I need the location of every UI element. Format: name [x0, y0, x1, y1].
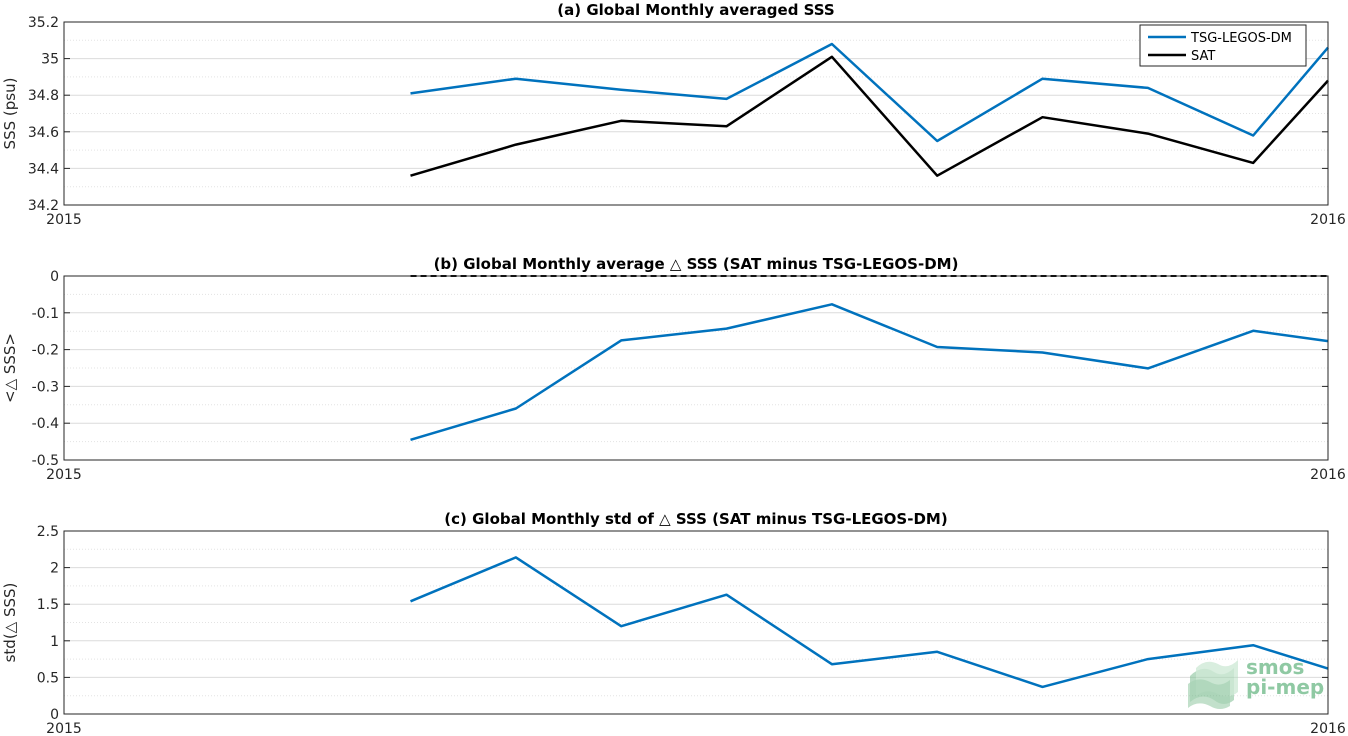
y-tick-label: 34.8 [28, 88, 59, 104]
series-line-sat [410, 55, 1329, 177]
y-tick-label: -0.1 [32, 306, 59, 322]
chart-title: (a) Global Monthly averaged SSS [557, 1, 834, 19]
logo-waves-icon [1188, 660, 1238, 709]
axes-box [63, 275, 1329, 461]
x-tick-label: 2015 [46, 721, 82, 736]
y-axis-label: <△ SSS> [1, 333, 19, 403]
y-tick-label: 34.2 [28, 198, 59, 214]
series-line-0 [410, 303, 1329, 441]
series-line-0 [410, 556, 1329, 689]
legend-box [1139, 24, 1307, 67]
y-tick-label: 35.2 [28, 15, 59, 31]
panel-c-std-delta-sss: 0 0.5 1 1.5 2 2.5 2015 2016 (c) Global Monthly s… [1, 510, 1346, 736]
x-tick-label: 2016 [1310, 212, 1346, 228]
y-tick-label: -0.5 [32, 453, 59, 469]
y-tick-label: -0.3 [32, 379, 59, 395]
y-tick-label: 2.5 [37, 524, 59, 540]
chart-title: (b) Global Monthly average △ SSS (SAT mi… [434, 255, 959, 273]
y-tick-label: -0.4 [32, 416, 59, 432]
axes-box [63, 530, 1329, 715]
panel-b-delta-sss: -0.5 -0.4 -0.3 -0.2 -0.1 0 2015 2016 (b) Global … [1, 255, 1346, 483]
y-axis-label: SSS (psu) [1, 78, 19, 150]
y-axis-label: std(△ SSS) [1, 583, 19, 663]
x-tick-label: 2015 [46, 212, 82, 228]
y-tick-label: 34.6 [28, 125, 59, 141]
y-tick-label: 0.5 [37, 670, 59, 686]
x-tick-label: 2015 [46, 467, 82, 483]
smos-pi-mep-logo: smos pi-mep [1188, 655, 1324, 709]
y-tick-label: 34.4 [28, 161, 59, 177]
logo-text-pi-mep: pi-mep [1246, 675, 1324, 699]
y-tick-label: 0 [50, 707, 59, 723]
y-tick-label: 1.5 [37, 597, 59, 613]
series-line-tsg-legos-dm [410, 42, 1329, 143]
panel-a-sss: 34.2 34.4 34.6 34.8 35 35.2 2015 2016 (a) Global… [1, 1, 1346, 228]
y-tick-label: 35 [41, 52, 59, 68]
y-tick-label: 2 [50, 561, 59, 577]
legend-label: TSG-LEGOS-DM [1190, 31, 1292, 46]
legend-label: SAT [1191, 49, 1215, 64]
x-tick-label: 2016 [1310, 467, 1346, 483]
logo-text-smos: smos [1246, 655, 1304, 679]
chart-title: (c) Global Monthly std of △ SSS (SAT min… [444, 510, 947, 528]
x-tick-label: 2016 [1310, 721, 1346, 736]
y-tick-label: -0.2 [32, 343, 59, 359]
y-tick-label: 1 [50, 634, 59, 650]
y-tick-label: 0 [50, 269, 59, 285]
axes-box [63, 21, 1329, 206]
